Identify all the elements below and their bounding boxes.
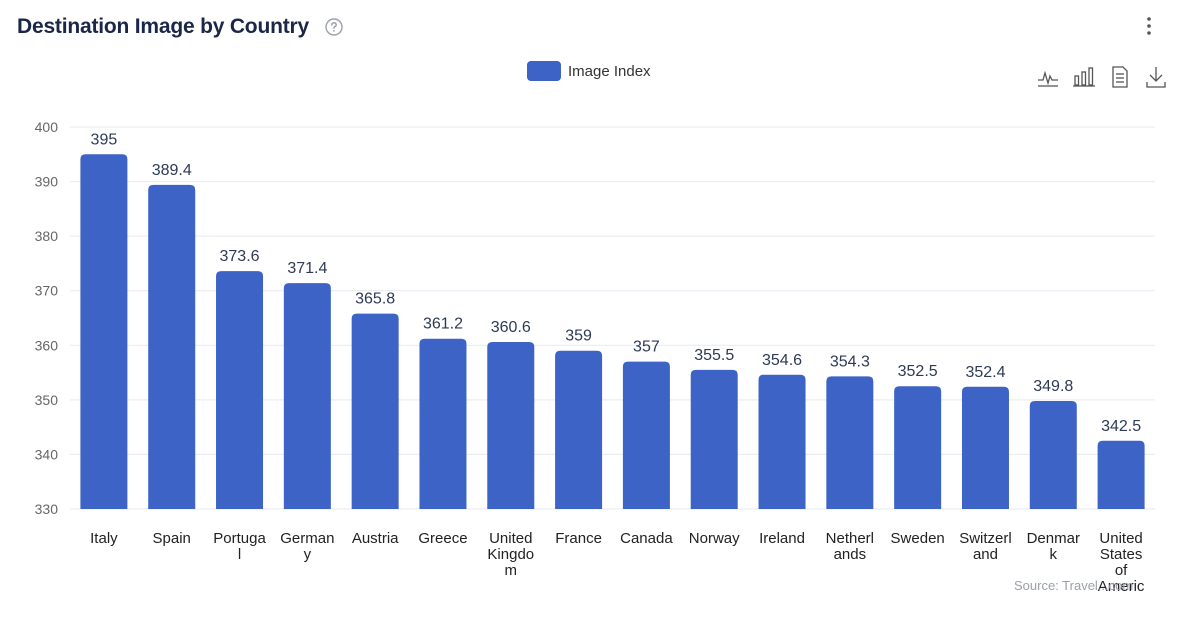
bar[interactable] [283,283,331,509]
y-tick-label: 350 [35,392,59,408]
x-tick-label: France [555,530,602,547]
y-tick-label: 340 [35,446,59,462]
y-tick-label: 390 [35,174,59,190]
bar[interactable] [419,338,467,509]
bar[interactable] [148,184,196,510]
question-circle-icon[interactable] [325,18,343,36]
bar[interactable] [216,271,264,509]
y-tick-label: 360 [35,337,59,353]
data-label: 352.4 [965,364,1005,381]
legend-label: Image Index [568,62,651,80]
bar[interactable] [961,386,1009,509]
document-icon[interactable] [1108,64,1132,90]
data-label: 365.8 [355,291,395,308]
bar[interactable] [80,154,128,510]
chart-header: Destination Image by Country [17,12,343,42]
x-tick-label: Netherl ands [826,530,874,563]
data-label: 389.4 [152,162,192,179]
x-tick-label: Sweden [891,530,945,547]
x-tick-label: Ireland [759,530,805,547]
data-label: 355.5 [694,347,734,364]
x-tick-label: United Kingdo m [487,530,534,579]
bar[interactable] [487,342,535,509]
bar[interactable] [690,369,738,509]
line-chart-icon[interactable] [1036,64,1060,90]
more-vertical-icon[interactable] [1142,14,1156,38]
x-tick-label: Norway [689,530,740,547]
data-label: 342.5 [1101,418,1141,435]
y-tick-label: 400 [35,119,59,135]
x-tick-label: Switzerl and [959,530,1012,563]
data-labels: 395 389.4 373.6 371.4 365.8 361.2 360.6 359 357 3… [91,131,1142,435]
bar[interactable] [351,313,399,509]
x-tick-label: United States of Americ [1098,530,1145,595]
x-axis-tick-labels: Italy Spain Portuga l German y Austria Greece Un… [90,530,1145,595]
bar[interactable] [622,361,670,509]
x-tick-label: Italy [90,530,118,547]
data-label: 359 [565,328,592,345]
data-label: 373.6 [220,248,260,265]
data-label: 371.4 [287,260,327,277]
bar[interactable] [758,374,806,509]
bar[interactable] [894,386,942,509]
x-tick-label: Portuga l [213,530,266,563]
legend-swatch [527,61,561,81]
data-label: 360.6 [491,319,531,336]
chart-title: Destination Image by Country [17,15,309,38]
x-tick-label: Spain [153,530,191,547]
data-label: 361.2 [423,316,463,333]
legend[interactable]: Image Index [527,61,651,81]
bar[interactable] [1097,440,1145,509]
y-axis-tick-labels: 330 340 350 360 370 380 390 400 [35,119,59,517]
x-tick-label: Denmar k [1027,530,1080,563]
bar-chart-icon[interactable] [1072,64,1096,90]
bar[interactable] [826,376,874,509]
bar[interactable] [1029,400,1077,509]
chart-toolbar [1036,64,1180,90]
y-tick-label: 380 [35,228,59,244]
bar[interactable] [555,350,603,509]
data-label: 357 [633,339,660,356]
y-tick-label: 330 [35,501,59,517]
x-tick-label: Greece [418,530,467,547]
source-note: Source: Travel...com [1014,578,1134,593]
x-tick-label: Canada [620,530,673,547]
download-icon[interactable] [1144,64,1168,90]
x-tick-label: Austria [352,530,399,547]
data-label: 352.5 [898,363,938,380]
data-label: 354.3 [830,353,870,370]
data-label: 354.6 [762,352,802,369]
data-label: 349.8 [1033,378,1073,395]
data-label: 395 [91,131,118,148]
y-tick-label: 370 [35,283,59,299]
x-tick-label: German y [280,530,334,563]
bars [80,154,1145,510]
